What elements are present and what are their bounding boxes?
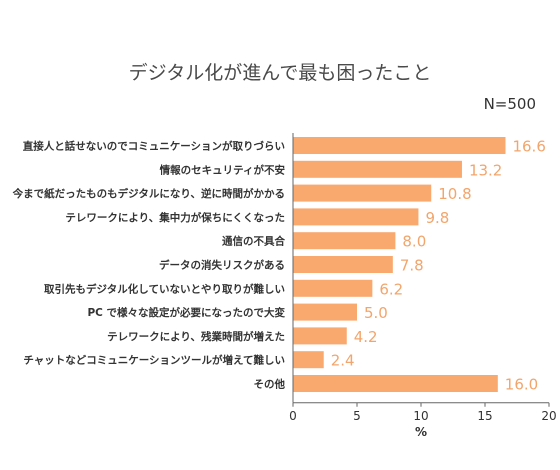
data-label: 7.8 [400, 257, 424, 275]
bar [293, 303, 357, 321]
category-labels: 直接人と話せないのでコミュニケーションが取りづらい情報のセキュリティが不安今まで… [12, 140, 286, 391]
data-label: 13.2 [469, 161, 502, 179]
x-tick-label: 20 [541, 409, 556, 423]
category-label: テレワークにより、集中力が保ちにくくなった [65, 211, 285, 224]
category-label: テレワークにより、残業時間が増えた [107, 330, 285, 343]
category-label: データの消失リスクがある [159, 259, 285, 272]
value-labels: 16.6 13.2 10.8 9.8 8.0 7.8 6.2 5.0 4.2 2.4 16.0 [331, 138, 546, 394]
bar [293, 351, 324, 369]
category-label: チャットなどコミュニケーションツールが増えて難しい [23, 354, 285, 367]
bar [293, 327, 347, 345]
data-label: 16.0 [505, 376, 538, 394]
category-label: 情報のセキュリティが不安 [160, 163, 286, 176]
x-tick-label: 10 [413, 409, 428, 423]
x-tick-label: 5 [353, 409, 361, 423]
bar [293, 279, 373, 297]
category-label: 今まで紙だったものもデジタルになり、逆に時間がかかる [12, 187, 285, 200]
x-tick-label: 0 [289, 409, 297, 423]
bar [293, 375, 498, 392]
bar [293, 137, 506, 154]
data-label: 10.8 [438, 185, 471, 203]
data-label: 2.4 [331, 352, 355, 370]
data-label: 16.6 [512, 138, 545, 156]
x-axis-label: % [415, 425, 427, 439]
category-label: その他 [254, 378, 286, 391]
bar [293, 256, 393, 273]
category-label: PC で様々な設定が必要になったので大変 [87, 306, 285, 319]
sample-size-note: N=500 [483, 95, 536, 113]
bar [293, 184, 432, 202]
category-label: 取引先もデジタル化していないとやり取りが難しい [44, 282, 285, 295]
bars [293, 137, 506, 392]
data-label: 4.2 [354, 328, 378, 346]
data-label: 9.8 [425, 209, 449, 227]
x-tick-label: 15 [477, 409, 492, 423]
category-label: 通信の不具合 [222, 235, 285, 248]
bar [293, 208, 419, 226]
bar [293, 160, 462, 178]
x-axis: 0 5 10 15 20 [289, 133, 557, 423]
data-label: 5.0 [364, 304, 388, 322]
data-label: 8.0 [402, 233, 426, 251]
bar [293, 232, 396, 250]
category-label: 直接人と話せないのでコミュニケーションが取りづらい [23, 140, 285, 153]
data-label: 6.2 [379, 280, 403, 298]
chart-title: デジタル化が進んで最も困ったこと [128, 62, 432, 84]
